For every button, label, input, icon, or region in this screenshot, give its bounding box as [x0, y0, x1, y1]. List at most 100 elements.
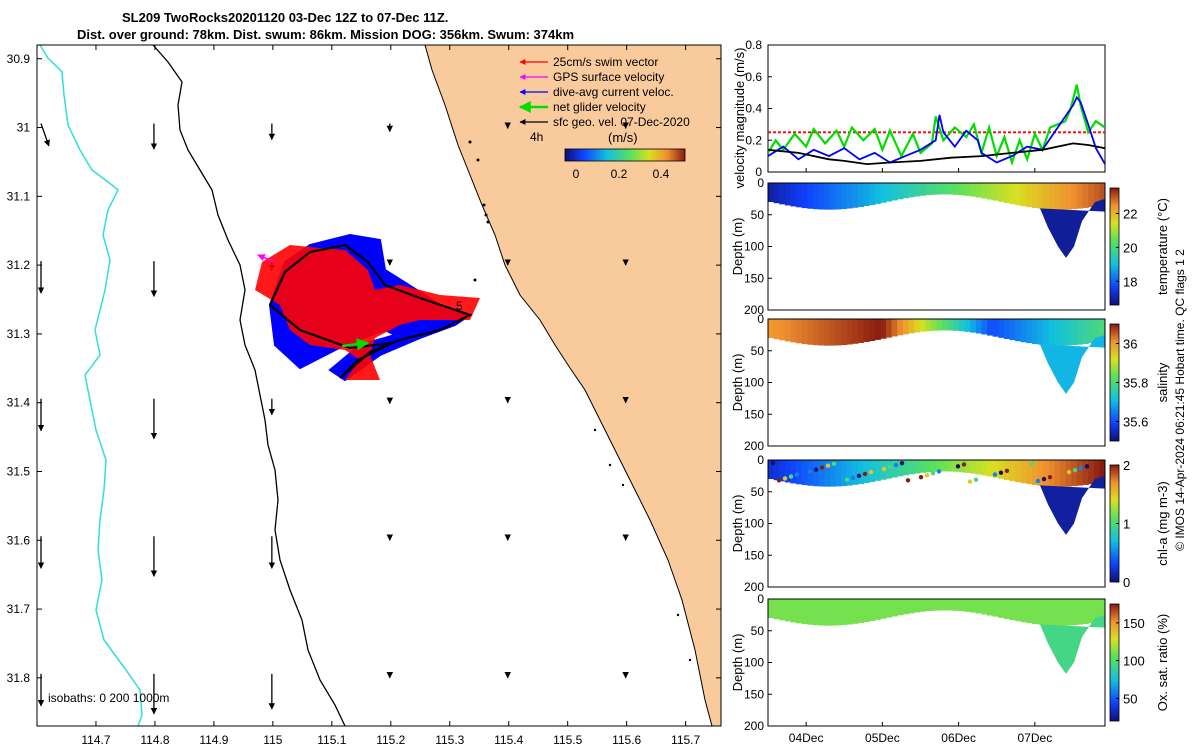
section-cell — [768, 460, 775, 480]
section-cell — [1037, 460, 1044, 486]
section-cell — [1026, 460, 1033, 485]
section-cell — [818, 460, 825, 487]
section-dot — [955, 464, 961, 469]
section-cell — [930, 460, 938, 472]
section-ylabel: Depth (m) — [730, 495, 745, 553]
section-cell — [1037, 599, 1044, 625]
map-xtick-label: 114.7 — [81, 733, 110, 747]
section-cell — [914, 319, 921, 333]
map-ytick-label: 30.9 — [7, 52, 31, 66]
section-cell — [796, 460, 803, 485]
section-colorbar-label: salinity — [1155, 362, 1170, 402]
section-cell — [1031, 319, 1039, 344]
section-cell — [953, 183, 960, 195]
section-cell — [1060, 319, 1067, 346]
section-cell — [975, 183, 983, 198]
section-cell — [857, 599, 865, 623]
section-ytick-label: 0 — [757, 312, 764, 326]
colorbar-tick-label: 22 — [1123, 206, 1137, 221]
map-xtick-label: 115.7 — [671, 733, 700, 747]
section-cell — [925, 183, 932, 196]
section-dot — [807, 469, 813, 474]
section-cell — [981, 183, 988, 199]
map-colorbar-tick-2: 0.4 — [653, 167, 670, 181]
section-cell — [1015, 460, 1022, 483]
section-cell — [902, 599, 910, 615]
section-cell — [1009, 183, 1016, 205]
section-dot — [1084, 464, 1090, 469]
velocity-ytick-label: 0.4 — [745, 102, 762, 116]
section-cell — [925, 460, 932, 473]
section-cell — [1003, 183, 1011, 203]
section-cell — [942, 599, 949, 611]
section-cell — [852, 183, 859, 208]
section-cell — [768, 599, 775, 619]
section-cell — [1088, 183, 1095, 208]
section-cell — [1003, 599, 1011, 619]
section-cell — [970, 319, 977, 333]
section-cell — [1020, 599, 1027, 623]
section-cell — [835, 460, 842, 487]
title-line1: SL209 TwoRocks20201120 03-Dec 12Z to 07-… — [122, 10, 448, 25]
section-cell — [908, 319, 915, 334]
section-cell — [947, 319, 954, 331]
time-tick-label: 06Dec — [941, 731, 976, 745]
section-cell — [829, 319, 836, 346]
section-ytick-label: 150 — [744, 271, 764, 285]
legend-gps-label: GPS surface velocity — [553, 70, 664, 84]
section-dot — [1035, 478, 1041, 484]
section-cell — [936, 319, 943, 331]
section-cell — [914, 599, 921, 613]
section-plume — [1040, 334, 1105, 394]
section-dot — [967, 479, 973, 484]
section-dot — [961, 462, 967, 467]
section-cell — [970, 599, 977, 613]
surface-velocity-vectors — [37, 122, 629, 715]
section-cell — [841, 460, 848, 487]
section-cell — [874, 460, 881, 481]
colorbar-tick-label: 100 — [1123, 654, 1145, 669]
section-cell — [784, 460, 792, 483]
section-dot — [850, 475, 856, 480]
section-cell — [981, 599, 988, 615]
section-ylabel: Depth (m) — [730, 218, 745, 276]
section-cell — [857, 183, 865, 207]
section-cell — [1060, 183, 1067, 210]
section-cell — [812, 460, 820, 487]
section-cell — [874, 183, 881, 204]
section-fill — [768, 319, 1105, 394]
section-dot — [1072, 467, 1078, 473]
map-ytick-label: 31.6 — [7, 533, 31, 547]
section-cell — [947, 460, 954, 472]
map-legend: 25cm/s swim vector GPS surface velocity … — [518, 55, 690, 181]
map-xtick-label: 114.8 — [140, 733, 169, 747]
section-colorbar — [1109, 603, 1120, 722]
section-dot — [788, 474, 794, 479]
section-dot — [868, 469, 874, 475]
section-cell — [964, 460, 971, 473]
section-cell — [897, 599, 904, 616]
section-dot — [936, 469, 942, 474]
section-cell — [863, 460, 870, 484]
colorbar-tick-label: 20 — [1123, 240, 1137, 255]
section-cell — [818, 319, 825, 346]
section-cell — [863, 319, 870, 343]
section-cell — [790, 460, 797, 484]
section-cell — [1026, 183, 1033, 208]
section-dot — [924, 473, 930, 478]
section-dot — [776, 478, 782, 483]
legend-swim-label: 25cm/s swim vector — [553, 55, 658, 69]
section-cell — [1082, 599, 1089, 624]
section-dot — [918, 474, 924, 480]
section-cell — [796, 183, 803, 208]
section-cell — [790, 183, 797, 207]
section-cell — [1048, 599, 1056, 626]
section-cell — [936, 183, 943, 195]
section-cell — [1093, 183, 1100, 207]
section-ytick-label: 0 — [757, 592, 764, 606]
section-cell — [829, 183, 836, 210]
section-cell — [1048, 460, 1056, 487]
footer-credit: © IMOS 14-Apr-2024 06:21:45 Hobart time.… — [1173, 249, 1187, 551]
section-cell — [796, 599, 803, 624]
